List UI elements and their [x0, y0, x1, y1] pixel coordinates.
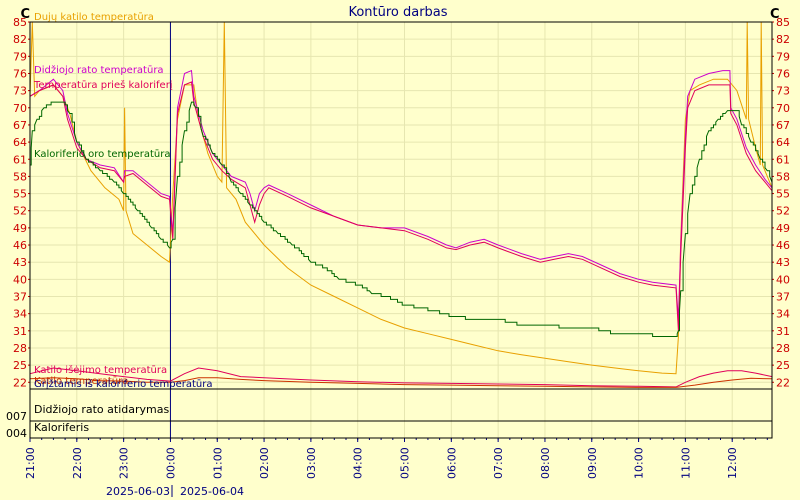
- y-tick-right: 61: [776, 153, 790, 166]
- y-tick-right: 43: [776, 256, 790, 269]
- y-ticks: 22 22 25 25 28 28 31 31 34 34 37 37 40 40 43 43 46 46 49 49…: [13, 16, 790, 389]
- y-tick-left: 22: [13, 376, 27, 389]
- x-tick-label: 23:00: [118, 447, 131, 479]
- y-tick-left: 73: [13, 85, 27, 98]
- x-tick-label: 21:00: [24, 447, 37, 479]
- y-tick-right: 25: [776, 359, 790, 372]
- x-tick-label: 07:00: [492, 447, 505, 479]
- plot-frame: [29, 21, 773, 439]
- y-tick-right: 76: [776, 67, 790, 80]
- y-tick-right: 49: [776, 222, 790, 235]
- date-left: 2025-06-03: [106, 485, 170, 498]
- frame: [29, 21, 773, 439]
- series-line: [29, 81, 773, 331]
- y-tick-left: 67: [13, 119, 27, 132]
- sub-panel-label: Kaloriferis: [34, 421, 89, 434]
- x-tick-label: 08:00: [539, 447, 552, 479]
- x-tick-label: 01:00: [211, 447, 224, 479]
- series-line: [30, 101, 773, 337]
- y-tick-left: 37: [13, 291, 27, 304]
- y-unit-right: C: [770, 7, 780, 22]
- series-line: [29, 377, 773, 388]
- series-label: Katilo išėjimo temperatūra: [34, 364, 167, 376]
- y-tick-right: 31: [776, 325, 790, 338]
- y-tick-left: 49: [13, 222, 27, 235]
- series-labels: Dujų katilo temperatūra Didžiojo rato tem…: [33, 12, 212, 390]
- series-label: Didžiojo rato temperatūra: [34, 64, 164, 76]
- sub-panel-tick: 007: [6, 410, 27, 423]
- y-tick-left: 85: [13, 16, 27, 29]
- y-tick-right: 40: [776, 273, 790, 286]
- y-tick-left: 70: [13, 102, 27, 115]
- y-tick-left: 25: [13, 359, 27, 372]
- y-tick-left: 61: [13, 153, 27, 166]
- x-tick-label: 22:00: [71, 447, 84, 479]
- x-tick-label: 03:00: [305, 447, 318, 479]
- y-tick-left: 40: [13, 273, 27, 286]
- y-tick-left: 64: [13, 136, 27, 149]
- sub-panel-label: Didžiojo rato atidarymas: [34, 403, 169, 416]
- x-tick-label: 09:00: [586, 447, 599, 479]
- series-label: Katilo temperatūra: [34, 376, 128, 387]
- series-label: Kaloriferio oro temperatūra: [34, 149, 171, 160]
- y-tick-left: 79: [13, 50, 27, 63]
- sub-panel-tick: 004: [6, 427, 27, 440]
- y-tick-right: 64: [776, 136, 790, 149]
- y-tick-left: 76: [13, 67, 27, 80]
- series-line: [29, 367, 773, 388]
- y-tick-right: 70: [776, 102, 790, 115]
- x-tick-label: 02:00: [258, 447, 271, 479]
- y-tick-left: 34: [13, 308, 27, 321]
- x-tick-label: 11:00: [679, 447, 692, 479]
- series-line: [29, 21, 773, 375]
- y-tick-right: 82: [776, 33, 790, 46]
- y-tick-right: 85: [776, 16, 790, 29]
- x-ticks: 21:00 22:00 23:00 00:00 01:00 02:00 03:00 04:00…: [24, 438, 768, 479]
- y-tick-right: 22: [776, 376, 790, 389]
- x-tick-label: 00:00: [164, 447, 177, 479]
- series-label: Dujų katilo temperatūra: [34, 12, 154, 23]
- series-label: Temperatūra prieš kaloriferį: [33, 79, 173, 91]
- y-tick-right: 73: [776, 85, 790, 98]
- y-tick-right: 55: [776, 188, 790, 201]
- y-tick-right: 58: [776, 170, 790, 183]
- x-tick-label: 10:00: [633, 447, 646, 479]
- x-tick-label: 06:00: [445, 447, 458, 479]
- y-unit-left: C: [20, 7, 30, 22]
- y-tick-right: 34: [776, 308, 790, 321]
- chart-title: Kontūro darbas: [348, 5, 447, 20]
- y-tick-right: 67: [776, 119, 790, 132]
- series-lines: [29, 21, 773, 388]
- y-tick-left: 31: [13, 325, 27, 338]
- y-tick-left: 55: [13, 188, 27, 201]
- y-tick-right: 37: [776, 291, 790, 304]
- y-tick-left: 43: [13, 256, 27, 269]
- y-tick-left: 82: [13, 33, 27, 46]
- sub-panels: Didžiojo rato atidarymas 007 Kaloriferis 00…: [6, 388, 772, 440]
- y-tick-left: 28: [13, 342, 27, 355]
- y-tick-left: 58: [13, 170, 27, 183]
- y-tick-right: 46: [776, 239, 790, 252]
- y-tick-right: 28: [776, 342, 790, 355]
- y-tick-left: 46: [13, 239, 27, 252]
- x-tick-label: 05:00: [399, 447, 412, 479]
- y-tick-right: 79: [776, 50, 790, 63]
- x-tick-label: 12:00: [726, 447, 739, 479]
- series-label: Grįžtamis iš kaloriferio temperatūra: [34, 378, 212, 390]
- y-tick-right: 52: [776, 205, 790, 218]
- date-right: 2025-06-04: [180, 485, 244, 498]
- x-tick-label: 04:00: [352, 447, 365, 479]
- y-tick-left: 52: [13, 205, 27, 218]
